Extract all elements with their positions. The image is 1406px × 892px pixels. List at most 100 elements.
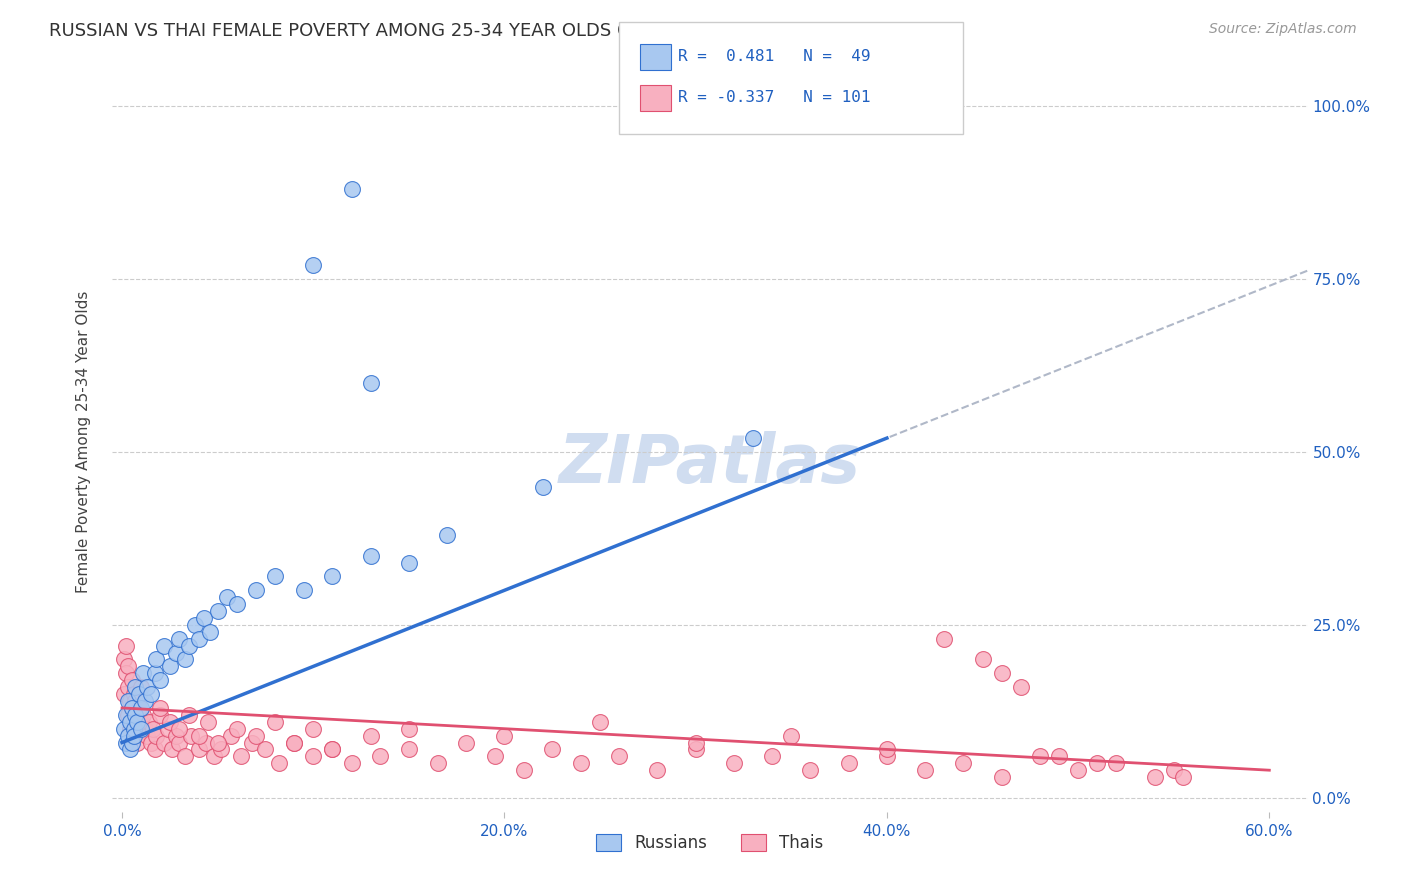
Point <box>124 694 146 708</box>
Point <box>398 722 420 736</box>
Point <box>118 694 141 708</box>
Point <box>149 673 172 688</box>
Point <box>115 666 138 681</box>
Point <box>149 701 172 715</box>
Text: RUSSIAN VS THAI FEMALE POVERTY AMONG 25-34 YEAR OLDS CORRELATION CHART: RUSSIAN VS THAI FEMALE POVERTY AMONG 25-… <box>49 22 811 40</box>
Point <box>115 735 138 749</box>
Point <box>723 756 745 771</box>
Point <box>122 729 145 743</box>
Point <box>838 756 860 771</box>
Point <box>245 583 267 598</box>
Point <box>139 687 162 701</box>
Point <box>118 722 141 736</box>
Point <box>264 569 287 583</box>
Point <box>267 756 290 771</box>
Point <box>145 652 167 666</box>
Point <box>145 729 167 743</box>
Point <box>117 729 139 743</box>
Text: Source: ZipAtlas.com: Source: ZipAtlas.com <box>1209 22 1357 37</box>
Point <box>198 624 221 639</box>
Point <box>124 722 146 736</box>
Point <box>914 763 936 777</box>
Point <box>169 735 191 749</box>
Point <box>360 549 382 563</box>
Point <box>135 729 157 743</box>
Point <box>360 376 382 390</box>
Point <box>1085 756 1108 771</box>
Point <box>115 639 138 653</box>
Point <box>972 652 994 666</box>
Point <box>990 666 1012 681</box>
Point <box>124 680 146 694</box>
Point <box>780 729 803 743</box>
Point <box>122 687 145 701</box>
Point <box>952 756 974 771</box>
Point <box>134 694 156 708</box>
Point <box>117 694 139 708</box>
Point <box>187 729 209 743</box>
Point <box>876 742 898 756</box>
Point <box>139 735 162 749</box>
Point <box>134 722 156 736</box>
Point <box>456 735 478 749</box>
Point <box>990 770 1012 784</box>
Point <box>121 701 143 715</box>
Point <box>225 597 247 611</box>
Point <box>245 729 267 743</box>
Point <box>159 714 181 729</box>
Point <box>254 742 277 756</box>
Point <box>531 479 554 493</box>
Point <box>195 735 218 749</box>
Point <box>132 666 155 681</box>
Point <box>321 742 343 756</box>
Point <box>321 742 343 756</box>
Point <box>180 729 202 743</box>
Point <box>292 583 315 598</box>
Point <box>340 182 363 196</box>
Point <box>647 763 669 777</box>
Point <box>127 735 149 749</box>
Point <box>160 742 183 756</box>
Point <box>569 756 592 771</box>
Point <box>115 707 138 722</box>
Point <box>360 729 382 743</box>
Point <box>761 749 783 764</box>
Point <box>129 680 152 694</box>
Point <box>321 569 343 583</box>
Point <box>398 742 420 756</box>
Point <box>1010 680 1032 694</box>
Point <box>302 258 325 272</box>
Point <box>207 735 229 749</box>
Point <box>494 729 516 743</box>
Point <box>122 714 145 729</box>
Point <box>1067 763 1090 777</box>
Point <box>1143 770 1166 784</box>
Point <box>685 735 707 749</box>
Point <box>187 742 209 756</box>
Point <box>1163 763 1185 777</box>
Point <box>118 742 141 756</box>
Point <box>283 735 305 749</box>
Point <box>122 722 145 736</box>
Point <box>132 707 155 722</box>
Point <box>177 639 200 653</box>
Point <box>117 659 139 673</box>
Text: ZIPatlas: ZIPatlas <box>560 431 860 497</box>
Point <box>112 687 135 701</box>
Point <box>124 707 146 722</box>
Point <box>398 556 420 570</box>
Point <box>143 666 166 681</box>
Point <box>934 632 956 646</box>
Point <box>302 749 325 764</box>
Point <box>607 749 630 764</box>
Y-axis label: Female Poverty Among 25-34 Year Olds: Female Poverty Among 25-34 Year Olds <box>76 291 91 592</box>
Point <box>229 749 252 764</box>
Point <box>165 729 187 743</box>
Point <box>340 756 363 771</box>
Point <box>1105 756 1128 771</box>
Point <box>112 652 135 666</box>
Point <box>118 714 141 729</box>
Point <box>121 729 143 743</box>
Point <box>685 742 707 756</box>
Point <box>156 722 179 736</box>
